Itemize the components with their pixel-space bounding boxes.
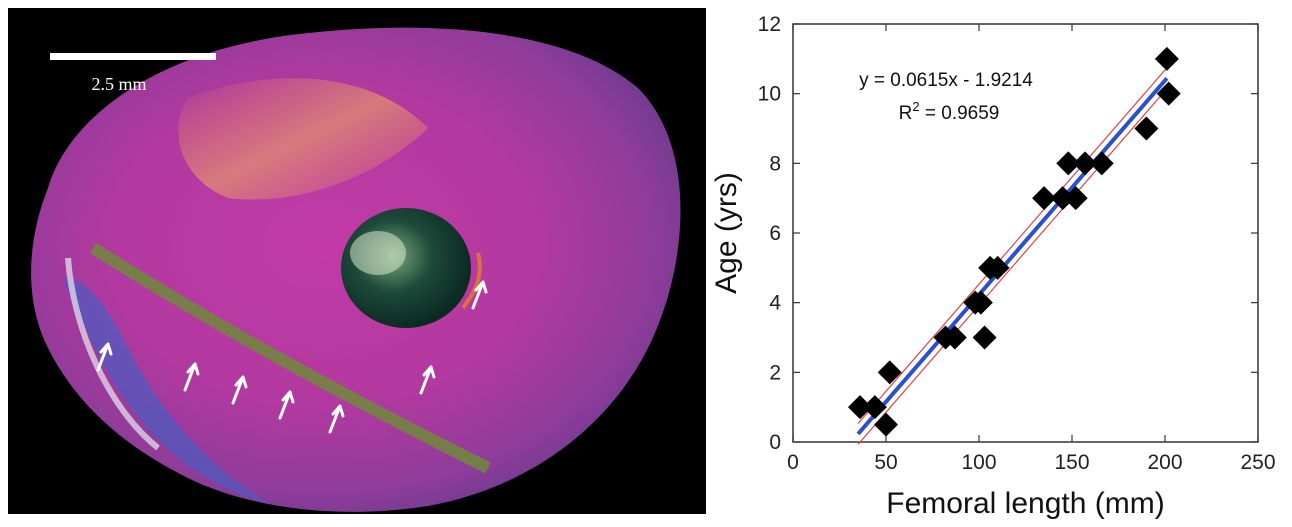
data-point bbox=[1156, 81, 1181, 106]
y-tick-label: 2 bbox=[769, 361, 781, 384]
axis-ticks: 0 50 100 150 200 250 0 2 4 6 8 10 12 bbox=[758, 13, 1276, 474]
y-tick-label: 10 bbox=[758, 83, 781, 106]
fit-line bbox=[856, 77, 1169, 436]
r-squared-text: R2 = 0.9659 bbox=[899, 99, 1000, 124]
orange-fibril-region bbox=[178, 78, 428, 200]
x-tick-label: 50 bbox=[874, 451, 897, 474]
data-point bbox=[877, 360, 902, 385]
lower-band-line bbox=[857, 88, 1168, 445]
regression-equation: y = 0.0615x - 1.9214 bbox=[859, 70, 1033, 91]
bone-cross-section-micrograph: 2.5 mm bbox=[8, 8, 706, 514]
scale-bar bbox=[50, 53, 216, 60]
data-point bbox=[1134, 116, 1159, 141]
data-point bbox=[1032, 186, 1057, 211]
data-point bbox=[985, 255, 1010, 280]
lower-blue-region bbox=[63, 278, 268, 503]
upper-band-line bbox=[857, 67, 1168, 424]
y-tick-label: 12 bbox=[758, 13, 781, 36]
data-point bbox=[874, 412, 898, 437]
r-squared-value: = 0.9659 bbox=[920, 103, 1000, 124]
age-vs-femoral-length-chart: 0 50 100 150 200 250 0 2 4 6 8 10 12 y = 0.0615x - 1… bbox=[700, 0, 1292, 522]
diagonal-crack bbox=[89, 242, 491, 474]
y-tick-label: 6 bbox=[769, 222, 781, 245]
x-tick-label: 250 bbox=[1240, 451, 1275, 474]
x-axis-title: Femoral length (mm) bbox=[886, 487, 1164, 520]
y-tick-label: 0 bbox=[769, 431, 781, 454]
data-point bbox=[1056, 151, 1081, 176]
y-tick-label: 4 bbox=[769, 292, 781, 315]
chart-svg: 0 50 100 150 200 250 0 2 4 6 8 10 12 y = 0.0615x - 1… bbox=[710, 13, 1276, 520]
canal-highlight bbox=[350, 231, 406, 275]
data-point bbox=[1154, 46, 1179, 71]
growth-line-arrows bbox=[96, 280, 488, 434]
r-squared-sup: 2 bbox=[912, 99, 919, 114]
data-point bbox=[847, 395, 872, 420]
data-point bbox=[1089, 151, 1114, 176]
scale-bar-label: 2.5 mm bbox=[91, 74, 146, 94]
confidence-band bbox=[857, 67, 1168, 445]
canal-orange-edge bbox=[461, 252, 482, 310]
x-tick-label: 200 bbox=[1147, 451, 1182, 474]
data-point bbox=[1073, 151, 1098, 176]
data-point bbox=[942, 325, 967, 350]
data-point bbox=[972, 325, 997, 350]
data-points bbox=[847, 46, 1181, 437]
r-squared-prefix: R bbox=[899, 103, 913, 124]
micrograph-svg: 2.5 mm bbox=[31, 27, 681, 512]
x-tick-label: 0 bbox=[787, 451, 799, 474]
x-tick-label: 150 bbox=[1054, 451, 1089, 474]
outer-white-rim bbox=[65, 257, 160, 451]
data-point bbox=[1050, 186, 1075, 211]
x-tick-label: 100 bbox=[961, 451, 996, 474]
data-point bbox=[1063, 186, 1088, 211]
y-axis-title: Age (yrs) bbox=[710, 172, 743, 294]
data-point bbox=[968, 290, 993, 315]
y-tick-label: 8 bbox=[769, 152, 781, 175]
data-point bbox=[862, 395, 887, 420]
fit-line-group bbox=[856, 77, 1169, 436]
